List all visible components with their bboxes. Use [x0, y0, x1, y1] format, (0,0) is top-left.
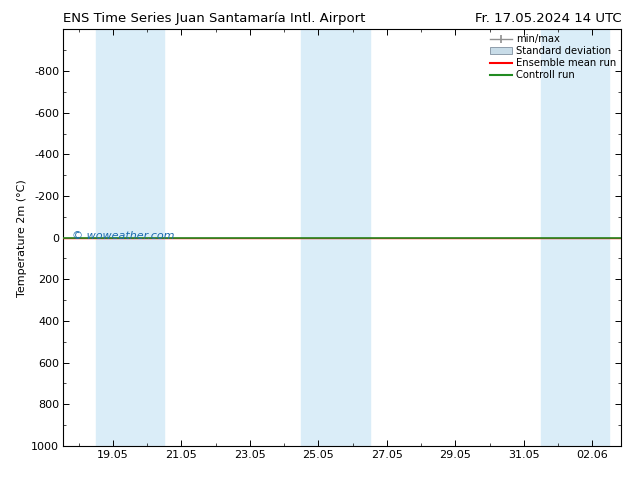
Text: © woweather.com: © woweather.com: [72, 231, 174, 242]
Text: Fr. 17.05.2024 14 UTC: Fr. 17.05.2024 14 UTC: [475, 12, 621, 25]
Bar: [301, 29, 370, 446]
Legend: min/max, Standard deviation, Ensemble mean run, Controll run: min/max, Standard deviation, Ensemble me…: [488, 32, 618, 82]
Bar: [541, 29, 609, 446]
Bar: [96, 29, 164, 446]
Text: ENS Time Series Juan Santamaría Intl. Airport: ENS Time Series Juan Santamaría Intl. Ai…: [63, 12, 366, 25]
Y-axis label: Temperature 2m (°C): Temperature 2m (°C): [17, 179, 27, 296]
